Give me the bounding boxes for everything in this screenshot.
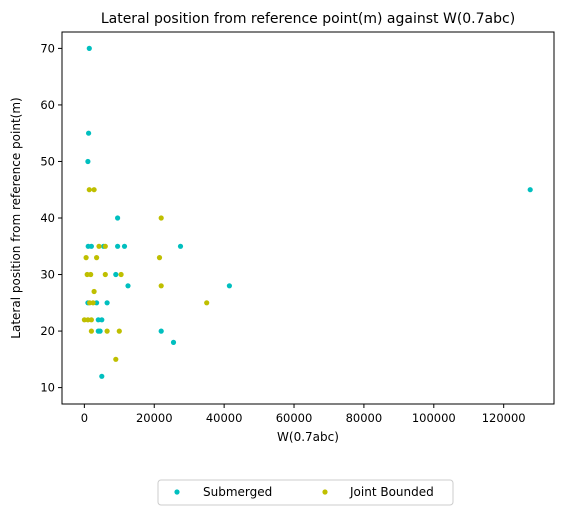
data-point [125, 283, 131, 289]
legend: Submerged Joint Bounded [157, 479, 454, 506]
legend-label: Joint Bounded [349, 485, 434, 499]
x-tick-label: 100000 [412, 411, 456, 425]
data-point [88, 271, 94, 278]
data-point [97, 328, 103, 334]
x-axis-label: W(0.7abc) [277, 430, 339, 444]
data-point [118, 271, 124, 278]
data-point [156, 255, 163, 261]
data-point [158, 283, 164, 289]
data-point [99, 317, 105, 323]
x-tick-label: 40000 [206, 411, 243, 425]
data-point [226, 283, 232, 289]
data-point [91, 288, 97, 295]
data-point [204, 300, 210, 306]
data-point [104, 300, 110, 306]
legend-marker [322, 489, 328, 495]
data-point [116, 328, 122, 334]
data-point [90, 300, 96, 306]
x-tick-label: 0 [81, 411, 88, 425]
data-point [96, 243, 102, 249]
y-axis-label: Lateral position from reference point(m) [9, 97, 23, 338]
legend-marker [174, 489, 180, 495]
data-point [104, 328, 110, 334]
y-tick-label: 40 [40, 211, 55, 225]
x-tick-label: 80000 [346, 411, 383, 425]
data-point [527, 187, 533, 193]
y-tick-label: 70 [40, 41, 55, 55]
data-point [99, 373, 105, 379]
data-point [121, 243, 128, 249]
data-point [91, 187, 97, 193]
data-point [158, 215, 164, 221]
y-axis-ticks: 10 20 30 40 50 60 70 [40, 41, 62, 395]
x-tick-label: 120000 [482, 411, 526, 425]
data-point [158, 328, 164, 334]
y-tick-label: 60 [40, 98, 55, 112]
data-point [115, 215, 121, 221]
data-point [102, 243, 108, 249]
x-tick-label: 20000 [136, 411, 173, 425]
plot-frame [61, 31, 555, 405]
data-point [102, 271, 108, 278]
data-point [85, 158, 91, 165]
data-point [170, 339, 177, 345]
legend-label: Submerged [203, 485, 272, 499]
y-tick-label: 50 [40, 154, 55, 168]
data-point [86, 130, 92, 136]
data-point [88, 317, 94, 323]
data-point [88, 328, 94, 334]
y-tick-label: 20 [40, 324, 55, 338]
x-tick-label: 60000 [276, 411, 313, 425]
data-point [86, 45, 92, 52]
data-point [113, 356, 119, 362]
chart-title: Lateral position from reference point(m)… [101, 11, 515, 27]
data-point [94, 255, 100, 261]
data-point [115, 243, 121, 249]
data-point [86, 187, 92, 193]
data-point [177, 243, 184, 249]
data-point [113, 271, 119, 278]
y-tick-label: 30 [40, 268, 55, 282]
data-point [88, 243, 94, 249]
y-tick-label: 10 [40, 381, 55, 395]
data-points [81, 45, 533, 379]
x-axis-ticks: 0 20000 40000 60000 80000 100000 120000 [81, 404, 526, 425]
legend-box [157, 479, 454, 506]
data-point [83, 255, 89, 261]
